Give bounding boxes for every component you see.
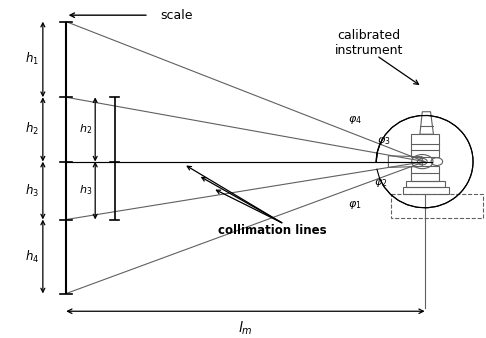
Text: $h_2$: $h_2$ (25, 121, 39, 138)
Text: scale: scale (160, 9, 193, 22)
Text: $l_m$: $l_m$ (238, 319, 253, 337)
Text: $h_3$: $h_3$ (25, 183, 39, 199)
Text: $h_2$: $h_2$ (79, 122, 92, 136)
Text: $\varphi_2$: $\varphi_2$ (374, 177, 388, 190)
Text: $\varphi_3$: $\varphi_3$ (377, 135, 390, 147)
Text: collimation lines: collimation lines (218, 224, 327, 237)
Text: $\varphi_1$: $\varphi_1$ (347, 199, 361, 211)
Text: $h_4$: $h_4$ (25, 248, 39, 265)
Text: $h_3$: $h_3$ (79, 184, 92, 197)
Text: $\varphi_4$: $\varphi_4$ (347, 114, 362, 126)
Text: calibrated
instrument: calibrated instrument (335, 28, 403, 56)
Text: $h_1$: $h_1$ (25, 51, 39, 68)
